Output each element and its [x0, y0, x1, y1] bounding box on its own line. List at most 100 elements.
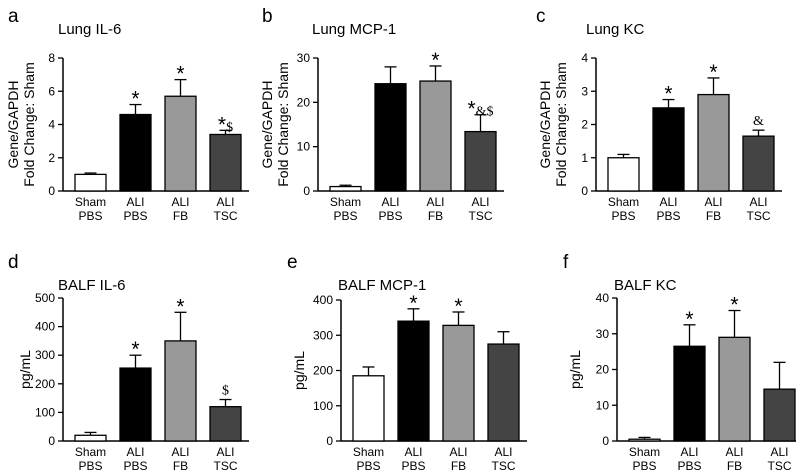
panel-letter: e — [287, 252, 298, 273]
y-tick-label: 0 — [48, 184, 55, 198]
y-tick-label: 1 — [581, 151, 588, 165]
y-tick-label: 4 — [581, 51, 588, 65]
bar — [164, 95, 197, 192]
y-tick-label: 300 — [313, 328, 333, 342]
significance-annotation: *$ — [218, 113, 233, 136]
bar — [419, 80, 452, 192]
y-tick-label: 200 — [35, 377, 55, 391]
category-label: TSC — [492, 459, 516, 472]
significance-annotation: * — [454, 295, 462, 318]
chart-title: Lung KC — [586, 21, 645, 38]
bar — [119, 367, 152, 442]
chart-title: Lung MCP-1 — [312, 21, 396, 38]
category-label: PBS — [611, 209, 635, 223]
bar — [742, 135, 775, 192]
y-tick-label: 100 — [35, 405, 55, 419]
category-label: ALI — [171, 195, 189, 209]
chart-title: BALF IL-6 — [58, 277, 126, 294]
significance-annotation: * — [431, 49, 439, 72]
y-axis-label: pg/mL — [567, 350, 583, 389]
category-label: PBS — [378, 209, 402, 223]
y-tick-label: 2 — [48, 151, 55, 165]
category-label: PBS — [78, 209, 102, 223]
significance-annotation: * — [131, 88, 139, 111]
bar — [164, 340, 197, 442]
y-axis-label: Fold Change: Sham — [275, 62, 291, 187]
y-tick-label: 20 — [297, 95, 311, 109]
category-label: TSC — [747, 209, 771, 223]
category-label: PBS — [123, 209, 147, 223]
significance-annotation: & — [753, 114, 764, 129]
category-label: PBS — [356, 459, 380, 472]
category-label: ALI — [680, 445, 698, 459]
y-tick-label: 10 — [297, 140, 311, 154]
bar — [487, 343, 520, 442]
category-label: FB — [451, 459, 466, 472]
bar — [374, 83, 407, 192]
significance-annotation: * — [709, 61, 717, 84]
y-tick-label: 400 — [313, 293, 333, 307]
bar — [209, 133, 242, 192]
y-tick-label: 500 — [35, 291, 55, 305]
category-label: Sham — [353, 445, 384, 459]
significance-annotation: $ — [222, 384, 229, 399]
y-tick-label: 100 — [313, 399, 333, 413]
category-label: TSC — [214, 459, 238, 472]
y-tick-label: 6 — [48, 84, 55, 98]
category-label: PBS — [401, 459, 425, 472]
category-label: ALI — [381, 195, 399, 209]
bar — [697, 93, 730, 192]
y-axis-label: pg/mL — [291, 351, 307, 390]
category-label: ALI — [171, 445, 189, 459]
category-label: TSC — [214, 209, 238, 223]
chart-panel-b: b Lung MCP-1 Gene/GAPDH Fold Change: Sham 0 1… — [259, 6, 504, 223]
category-label: Sham — [629, 445, 660, 459]
category-label: Sham — [75, 445, 106, 459]
significance-annotation: *&$ — [467, 98, 493, 121]
chart-title: Lung IL-6 — [58, 21, 121, 38]
y-tick-label: 8 — [48, 51, 55, 65]
category-label: ALI — [216, 195, 234, 209]
category-label: FB — [727, 459, 742, 472]
category-label: PBS — [677, 459, 701, 472]
significance-annotation: * — [176, 63, 184, 86]
bar — [209, 406, 242, 442]
category-label: FB — [173, 459, 188, 472]
category-label: FB — [706, 209, 721, 223]
y-tick-label: 20 — [596, 363, 610, 377]
bar — [673, 345, 706, 442]
y-axis-label: Gene/GAPDH — [259, 81, 275, 169]
category-label: ALI — [216, 445, 234, 459]
bar — [763, 388, 796, 442]
chart-panel-c: c Lung KC Gene/GAPDH Fold Change: Sham 0 1 2 3 4… — [536, 6, 782, 223]
category-label: ALI — [704, 195, 722, 209]
y-tick-label: 10 — [596, 398, 610, 412]
y-tick-label: 2 — [581, 118, 588, 132]
chart-title: BALF MCP-1 — [338, 277, 426, 294]
panel-letter: c — [536, 6, 546, 27]
y-tick-label: 30 — [297, 51, 311, 65]
category-label: ALI — [471, 195, 489, 209]
category-label: PBS — [632, 459, 656, 472]
y-tick-label: 0 — [602, 434, 609, 448]
chart-panel-a: a Lung IL-6 Gene/GAPDH Fold Change: Sham 0 2 4… — [5, 6, 249, 223]
panel-letter: f — [563, 252, 569, 273]
category-label: PBS — [123, 459, 147, 472]
y-axis-label: Fold Change: Sham — [21, 62, 37, 187]
category-label: ALI — [449, 445, 467, 459]
category-label: Sham — [75, 195, 106, 209]
y-tick-label: 40 — [596, 291, 610, 305]
bar — [352, 375, 385, 442]
y-tick-label: 0 — [48, 434, 55, 448]
y-tick-label: 4 — [48, 118, 55, 132]
significance-annotation: * — [730, 294, 738, 317]
panel-letter: d — [8, 252, 19, 273]
y-axis-label: Gene/GAPDH — [537, 81, 553, 169]
y-tick-label: 0 — [581, 184, 588, 198]
y-tick-label: 300 — [35, 348, 55, 362]
y-tick-label: 3 — [581, 84, 588, 98]
bar — [607, 157, 640, 192]
